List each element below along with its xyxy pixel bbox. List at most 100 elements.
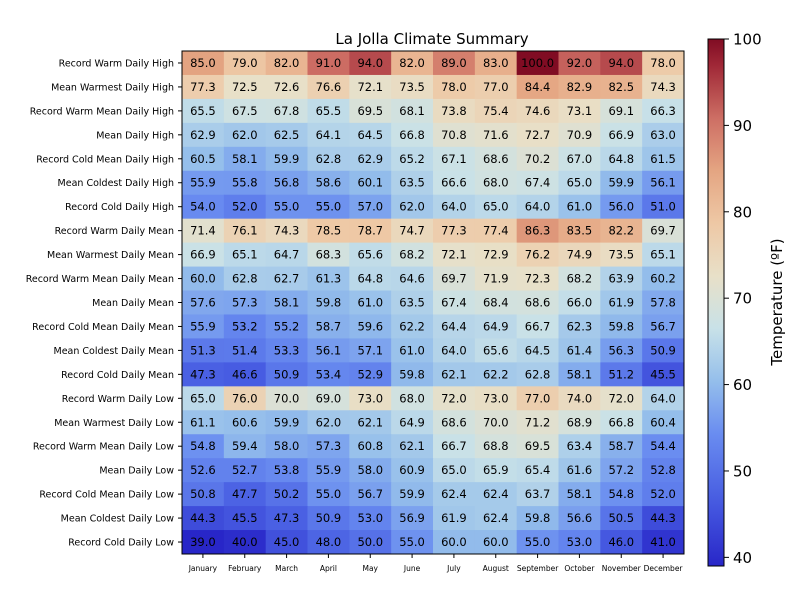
heatmap-cell (642, 410, 685, 435)
cell-value-label: 61.5 (650, 152, 676, 166)
cell-value-label: 78.0 (441, 80, 467, 94)
cell-value-label: 64.8 (357, 272, 383, 286)
heatmap-cell (558, 98, 601, 124)
cell-value-label: 65.0 (441, 463, 467, 477)
cell-value-label: 60.2 (650, 272, 676, 286)
heatmap-cell (558, 146, 601, 172)
heatmap-cell (307, 530, 350, 555)
colorbar-label: Temperature (ºF) (768, 238, 786, 366)
row-label: Record Warm Mean Daily Mean (26, 274, 174, 285)
cell-value-label: 76.0 (232, 391, 258, 405)
cell-value-label: 62.0 (399, 200, 425, 214)
cell-value-label: 74.6 (525, 104, 551, 118)
heatmap-cell (558, 194, 601, 220)
heatmap-cell (474, 51, 518, 76)
heatmap-cell (474, 458, 518, 483)
heatmap-cell (600, 386, 643, 411)
cell-value-label: 48.0 (316, 535, 342, 549)
cell-value-label: 54.8 (190, 439, 216, 453)
cell-value-label: 67.4 (441, 296, 467, 310)
heatmap-cell (433, 146, 476, 172)
cell-value-label: 59.8 (316, 296, 342, 310)
heatmap-cell (265, 122, 308, 148)
heatmap-cell (391, 434, 434, 459)
cell-value-label: 82.5 (608, 80, 634, 94)
heatmap-cell (600, 146, 643, 172)
column-label: January (188, 564, 218, 573)
heatmap-cell (600, 338, 643, 363)
heatmap-cell (223, 98, 267, 124)
heatmap-cell (642, 530, 685, 555)
heatmap-cell (307, 98, 350, 124)
cell-value-label: 52.0 (650, 487, 676, 501)
cell-value-label: 50.5 (608, 511, 634, 525)
heatmap-cell (182, 74, 225, 100)
heatmap-cell (433, 74, 476, 100)
column-labels: January February March April May June July Augu… (188, 554, 683, 573)
heatmap-cell (265, 266, 308, 292)
heatmap-cell (307, 266, 350, 292)
cell-value-label: 56.7 (357, 487, 383, 501)
heatmap-cell (391, 482, 434, 507)
cell-value-label: 71.4 (190, 224, 216, 238)
heatmap-cell (558, 530, 601, 555)
heatmap-cell (307, 218, 350, 244)
heatmap-cell (516, 434, 559, 459)
cell-value-label: 58.1 (567, 367, 593, 381)
heatmap-cell (349, 98, 392, 124)
heatmap-cell (349, 506, 392, 531)
cell-value-label: 65.0 (483, 200, 509, 214)
heatmap-cell (265, 386, 308, 411)
cell-value-label: 60.5 (190, 152, 216, 166)
cell-value-label: 68.0 (483, 176, 509, 190)
heatmap-cell (223, 410, 267, 435)
heatmap-cell (349, 266, 392, 292)
heatmap-cell (391, 98, 434, 124)
heatmap-cell (474, 242, 518, 268)
cell-value-label: 57.0 (357, 200, 383, 214)
heatmap-cell (558, 386, 601, 411)
cell-value-label: 53.0 (567, 535, 593, 549)
cell-value-label: 53.2 (232, 319, 258, 333)
heatmap-cell (349, 242, 392, 268)
cell-value-label: 63.0 (650, 128, 676, 142)
colorbar-tick-label: 80 (733, 203, 752, 221)
cell-value-label: 64.6 (399, 272, 425, 286)
cell-value-label: 46.0 (608, 535, 634, 549)
heatmap-cell (391, 410, 434, 435)
heatmap-cell (223, 434, 267, 459)
column-label: April (320, 564, 337, 573)
cell-value-label: 68.8 (483, 439, 509, 453)
cell-value-label: 69.5 (525, 439, 551, 453)
heatmap-cell (433, 170, 476, 196)
cell-value-label: 59.9 (274, 415, 300, 429)
heatmap-cell (516, 386, 559, 411)
cell-value-label: 56.8 (274, 176, 300, 190)
cell-value-label: 75.4 (483, 104, 509, 118)
heatmap-cell (600, 51, 643, 76)
cell-value-label: 68.1 (399, 104, 425, 118)
heatmap-cell (265, 218, 308, 244)
cell-value-label: 91.0 (316, 56, 342, 70)
heatmap-cell (391, 338, 434, 363)
heatmap-cell (349, 410, 392, 435)
cell-value-label: 73.5 (608, 248, 634, 262)
heatmap-cell (307, 458, 350, 483)
heatmap-cell (516, 410, 559, 435)
heatmap-cell (516, 122, 559, 148)
heatmap-cell (558, 218, 601, 244)
cell-value-label: 62.4 (483, 511, 509, 525)
cell-value-label: 83.5 (567, 224, 593, 238)
colorbar-tick-label: 60 (733, 376, 752, 394)
cell-value-label: 74.9 (567, 248, 593, 262)
heatmap-cell (474, 338, 518, 363)
heatmap-cell (642, 290, 685, 315)
cell-value-label: 50.9 (316, 511, 342, 525)
heatmap-cell (223, 386, 267, 411)
cell-value-label: 73.8 (441, 104, 467, 118)
cell-value-label: 54.0 (190, 200, 216, 214)
cell-value-label: 57.6 (190, 296, 216, 310)
cell-value-label: 47.7 (232, 487, 258, 501)
column-label: March (275, 564, 298, 573)
heatmap-cell (558, 290, 601, 315)
